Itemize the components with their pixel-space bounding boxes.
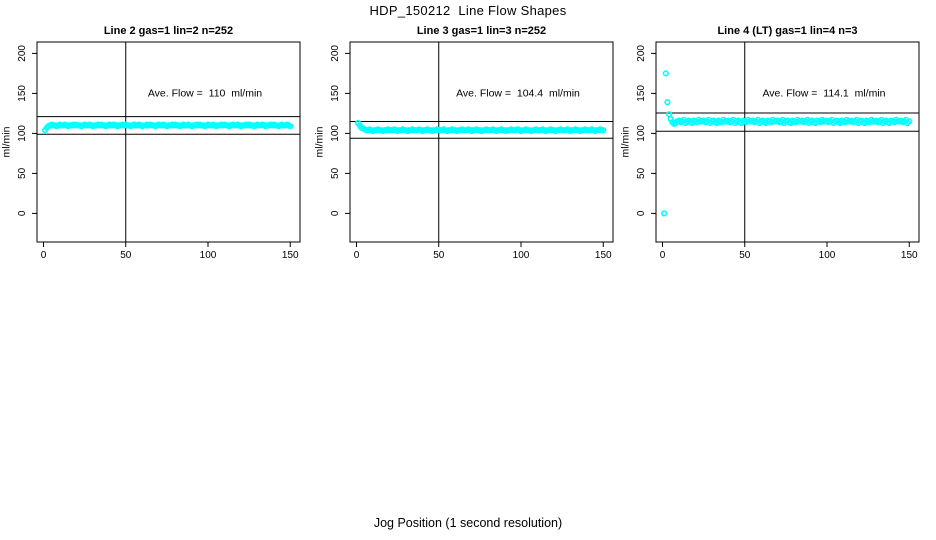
x-tick-label: 50 bbox=[433, 250, 445, 261]
data-point bbox=[662, 70, 669, 77]
y-tick-label: 200 bbox=[330, 45, 341, 62]
y-axis-label: ml/min bbox=[1, 126, 13, 157]
x-tick-label: 0 bbox=[41, 250, 47, 261]
panel-title: Line 4 (LT) gas=1 lin=4 n=3 bbox=[717, 25, 857, 37]
y-tick-label: 50 bbox=[330, 167, 341, 179]
y-tick-label: 0 bbox=[330, 210, 341, 216]
plot-box bbox=[36, 41, 301, 243]
plot-box bbox=[349, 41, 614, 243]
y-tick-label: 100 bbox=[17, 125, 28, 142]
data-point bbox=[660, 210, 668, 217]
x-tick-label: 50 bbox=[739, 250, 751, 261]
average-flow-annotation: Ave. Flow = 110 ml/min bbox=[148, 88, 262, 100]
average-flow-annotation: Ave. Flow = 114.1 ml/min bbox=[762, 88, 885, 100]
panel-title: Line 2 gas=1 lin=2 n=252 bbox=[104, 25, 233, 37]
y-tick-label: 150 bbox=[636, 85, 647, 102]
y-tick-label: 150 bbox=[330, 85, 341, 102]
y-tick-label: 200 bbox=[17, 45, 28, 62]
data-point bbox=[600, 127, 607, 134]
y-tick-label: 150 bbox=[17, 85, 28, 102]
x-tick-label: 50 bbox=[120, 250, 132, 261]
data-point bbox=[287, 123, 294, 130]
y-tick-label: 50 bbox=[636, 167, 647, 179]
x-tick-label: 100 bbox=[513, 250, 530, 261]
x-tick-label: 100 bbox=[819, 250, 836, 261]
x-tick-label: 150 bbox=[282, 250, 299, 261]
x-tick-label: 150 bbox=[595, 250, 612, 261]
y-tick-label: 50 bbox=[17, 167, 28, 179]
data-point bbox=[664, 99, 671, 106]
y-axis-label: ml/min bbox=[620, 126, 632, 157]
x-tick-label: 150 bbox=[901, 250, 918, 261]
panel-title: Line 3 gas=1 lin=3 n=252 bbox=[417, 25, 546, 37]
average-flow-annotation: Ave. Flow = 104.4 ml/min bbox=[456, 88, 580, 100]
chart-title: HDP_150212 Line Flow Shapes bbox=[369, 3, 567, 18]
flow-panels-svg: Line 2 gas=1 lin=2 n=252 0 50 100 150 0 50 100 1… bbox=[1, 25, 920, 261]
y-tick-label: 100 bbox=[330, 125, 341, 142]
x-tick-label: 100 bbox=[200, 250, 217, 261]
y-axis-label: ml/min bbox=[314, 126, 326, 157]
y-tick-label: 100 bbox=[636, 125, 647, 142]
x-tick-label: 0 bbox=[354, 250, 360, 261]
x-axis-label: Jog Position (1 second resolution) bbox=[373, 516, 563, 530]
x-tick-label: 0 bbox=[660, 250, 666, 261]
data-point bbox=[906, 118, 913, 125]
plot-box bbox=[655, 41, 920, 243]
y-tick-label: 0 bbox=[17, 210, 28, 216]
data-point bbox=[665, 111, 673, 118]
y-tick-label: 200 bbox=[636, 45, 647, 62]
y-tick-label: 0 bbox=[636, 210, 647, 216]
